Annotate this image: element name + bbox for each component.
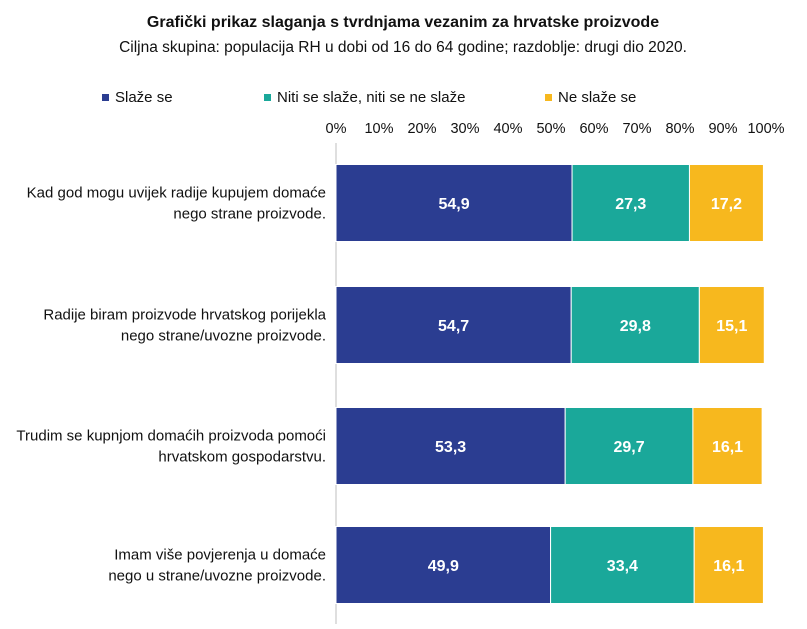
data-label: 15,1: [716, 318, 747, 335]
category-label: Imam više povjerenja u domaće: [114, 547, 326, 564]
bar-segment: [564, 407, 694, 485]
x-tick-label: 0%: [326, 121, 347, 137]
legend-label-1: Slaže se: [115, 89, 173, 106]
bar-segment: [335, 526, 552, 604]
x-tick-label: 20%: [407, 121, 436, 137]
category-label: nego strane/uvozne proizvode.: [121, 328, 326, 345]
x-tick-label: 80%: [665, 121, 694, 137]
data-label: 29,8: [620, 318, 651, 335]
bar-segment: [570, 286, 700, 364]
bars: [335, 164, 765, 604]
bar-segment: [698, 286, 765, 364]
x-tick-label: 30%: [450, 121, 479, 137]
bar-segment: [571, 164, 690, 242]
x-tick-label: 70%: [622, 121, 651, 137]
bar-segment: [692, 407, 763, 485]
data-label: 27,3: [615, 196, 646, 213]
data-label: 49,9: [428, 558, 459, 575]
legend-swatch-2: [264, 94, 271, 101]
x-tick-label: 60%: [579, 121, 608, 137]
category-label: hrvatskom gospodarstvu.: [158, 449, 326, 466]
legend-label-3: Ne slaže se: [558, 89, 636, 106]
category-label: nego u strane/uvozne proizvode.: [108, 568, 326, 585]
category-label: Radije biram proizvode hrvatskog porijek…: [43, 307, 326, 324]
data-label: 17,2: [711, 196, 742, 213]
legend-swatch-3: [545, 94, 552, 101]
chart-title: Grafički prikaz slaganja s tvrdnjama vez…: [147, 14, 659, 31]
data-label: 29,7: [613, 439, 644, 456]
bar-segment: [550, 526, 695, 604]
data-label: 33,4: [607, 558, 638, 575]
data-label: 16,1: [712, 439, 743, 456]
x-tick-label: 50%: [536, 121, 565, 137]
bar-segment: [335, 407, 566, 485]
category-labels: Kad god mogu uvijek radije kupujem domać…: [16, 185, 326, 585]
legend-swatch-1: [102, 94, 109, 101]
x-tick-label: 90%: [708, 121, 737, 137]
chart-subtitle: Ciljna skupina: populacija RH u dobi od …: [119, 39, 687, 56]
category-label: nego strane proizvode.: [173, 206, 326, 223]
category-label: Trudim se kupnjom domaćih proizvoda pomo…: [16, 428, 326, 445]
x-tick-label: 100%: [747, 121, 784, 137]
data-label: 54,9: [438, 196, 469, 213]
x-tick-label: 40%: [493, 121, 522, 137]
data-label: 16,1: [713, 558, 744, 575]
legend-label-2: Niti se slaže, niti se ne slaže: [277, 89, 465, 106]
legend: Slaže se Niti se slaže, niti se ne slaže N…: [102, 89, 636, 106]
bar-segment: [693, 526, 764, 604]
x-axis: 0% 10% 20% 30% 40% 50% 60% 70% 80% 90% 100%: [326, 121, 785, 624]
category-label: Kad god mogu uvijek radije kupujem domać…: [27, 185, 326, 202]
data-label: 53,3: [435, 439, 466, 456]
bar-segment: [688, 164, 764, 242]
data-label: 54,7: [438, 318, 469, 335]
x-tick-label: 10%: [364, 121, 393, 137]
bar-segment: [335, 286, 572, 364]
bar-labels: 54,9 27,3 17,2 54,7 29,8 15,1 53,3 29,7 16,1 49,9…: [428, 196, 748, 575]
